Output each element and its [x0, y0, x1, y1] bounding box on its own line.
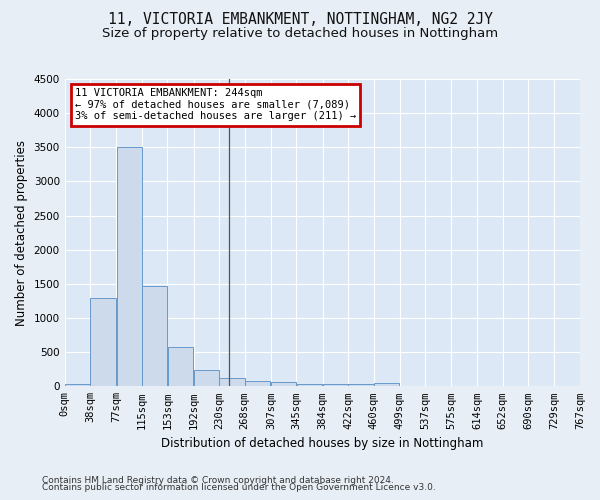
Bar: [142, 286, 167, 386]
Text: Contains HM Land Registry data © Crown copyright and database right 2024.: Contains HM Land Registry data © Crown c…: [42, 476, 394, 485]
Bar: [167, 346, 193, 387]
Bar: [194, 370, 219, 386]
Y-axis label: Number of detached properties: Number of detached properties: [15, 140, 28, 326]
Text: 11, VICTORIA EMBANKMENT, NOTTINGHAM, NG2 2JY: 11, VICTORIA EMBANKMENT, NOTTINGHAM, NG2…: [107, 12, 493, 28]
Bar: [323, 384, 348, 386]
Text: 11 VICTORIA EMBANKMENT: 244sqm
← 97% of detached houses are smaller (7,089)
3% o: 11 VICTORIA EMBANKMENT: 244sqm ← 97% of …: [75, 88, 356, 122]
Bar: [220, 378, 245, 386]
Bar: [296, 384, 322, 386]
Bar: [374, 383, 399, 386]
Bar: [349, 384, 374, 386]
Bar: [116, 146, 142, 386]
Bar: [65, 384, 90, 386]
Bar: [90, 298, 116, 386]
Bar: [245, 380, 270, 386]
X-axis label: Distribution of detached houses by size in Nottingham: Distribution of detached houses by size …: [161, 437, 484, 450]
Text: Contains public sector information licensed under the Open Government Licence v3: Contains public sector information licen…: [42, 484, 436, 492]
Text: Size of property relative to detached houses in Nottingham: Size of property relative to detached ho…: [102, 28, 498, 40]
Bar: [271, 382, 296, 386]
